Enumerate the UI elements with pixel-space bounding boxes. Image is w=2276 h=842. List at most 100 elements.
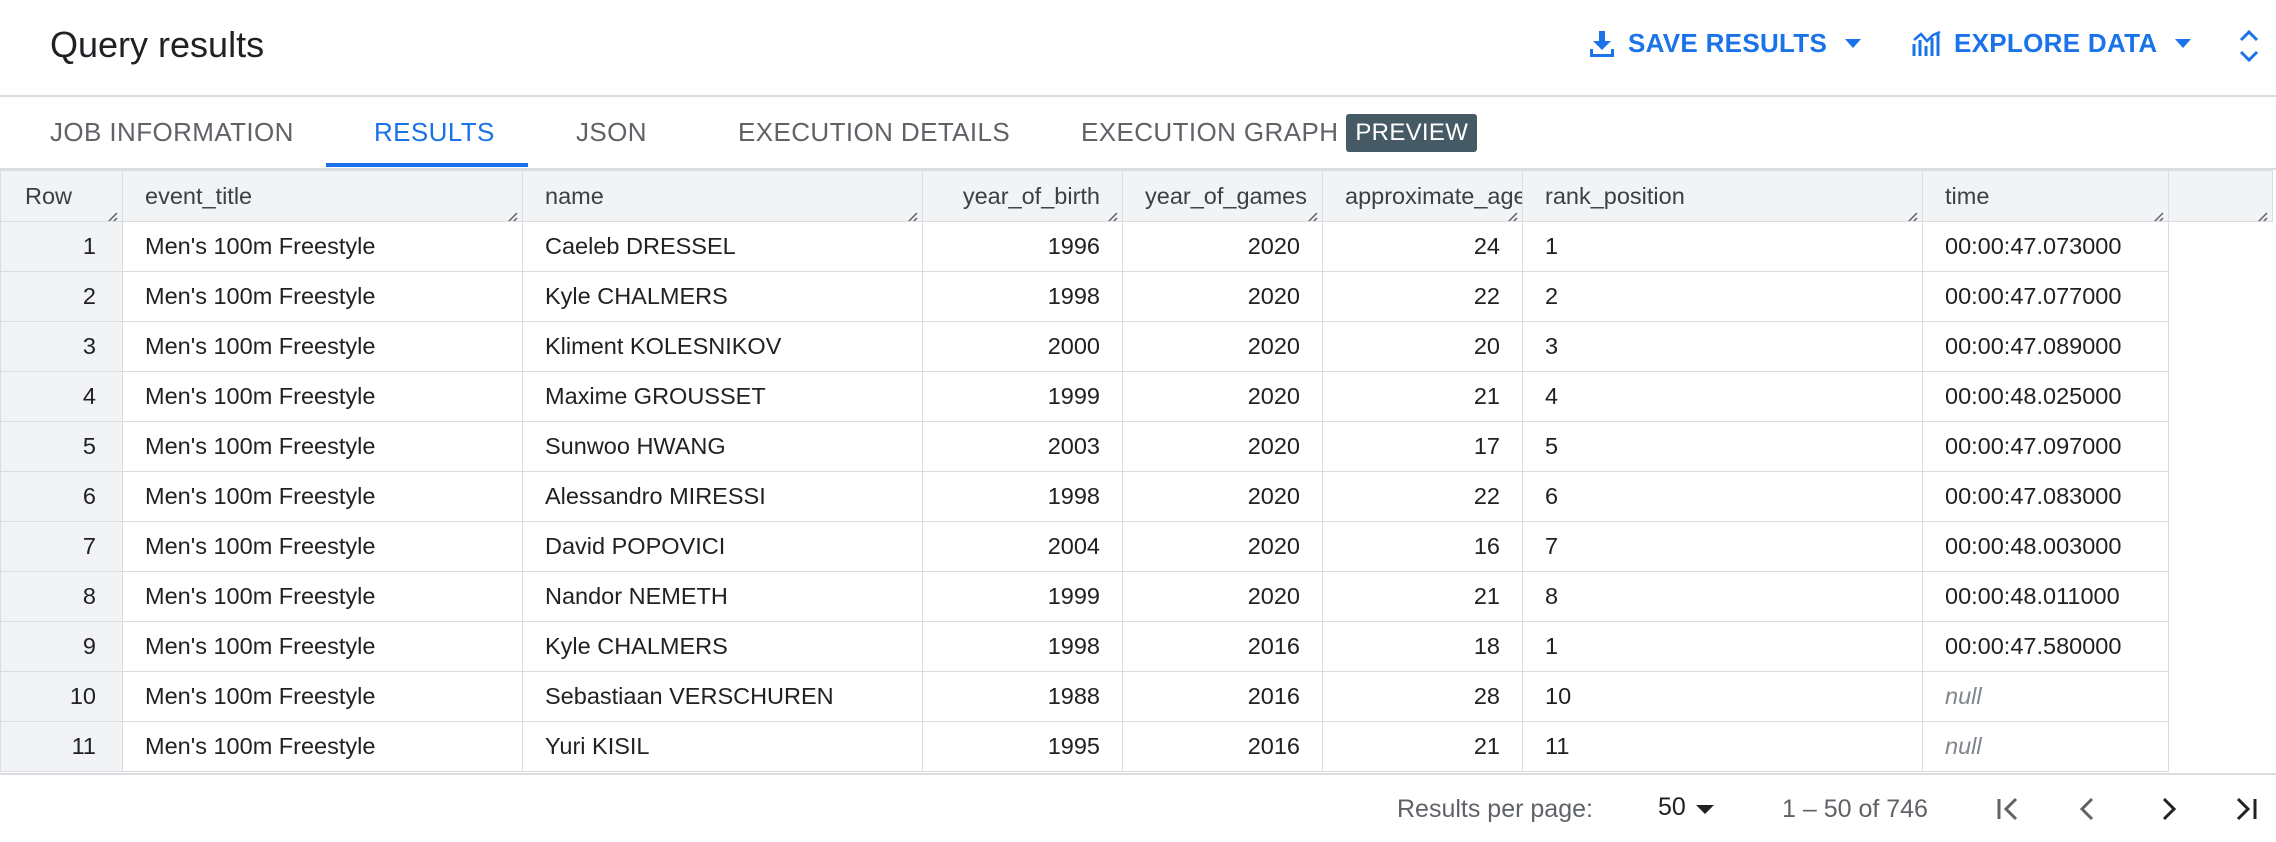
cell-year-of-games[interactable]: 2020 [1122,371,1323,422]
cell-name[interactable]: Kliment KOLESNIKOV [522,321,923,372]
cell-year-of-games[interactable]: 2016 [1122,621,1323,672]
cell-name[interactable]: Kyle CHALMERS [522,621,923,672]
cell-time[interactable]: 00:00:48.011000 [1922,571,2169,622]
cell-event-title[interactable]: Men's 100m Freestyle [122,721,523,772]
cell-rank-position[interactable]: 2 [1522,271,1923,322]
cell-year-of-birth[interactable]: 1996 [922,221,1123,272]
table-row[interactable]: 9 Men's 100m Freestyle Kyle CHALMERS 1998 20… [0,621,2273,672]
table-row[interactable]: 11 Men's 100m Freestyle Yuri KISIL 1995 2016… [0,721,2273,772]
cell-approximate-age[interactable]: 22 [1322,471,1523,522]
cell-time[interactable]: null [1922,721,2169,772]
cell-year-of-games[interactable]: 2020 [1122,271,1323,322]
cell-row[interactable]: 11 [0,721,123,772]
cell-approximate-age[interactable]: 20 [1322,321,1523,372]
save-results-button[interactable]: SAVE RESULTS [1588,28,1862,59]
table-row[interactable]: 7 Men's 100m Freestyle David POPOVICI 2004 2… [0,521,2273,572]
cell-event-title[interactable]: Men's 100m Freestyle [122,371,523,422]
cell-row[interactable]: 5 [0,421,123,472]
prev-page-icon[interactable] [2068,789,2108,829]
cell-time[interactable]: 00:00:48.003000 [1922,521,2169,572]
cell-year-of-games[interactable]: 2016 [1122,671,1323,722]
results-per-page-select[interactable]: 50 [1658,793,1714,822]
column-header-approximate-age[interactable]: approximate_age [1322,170,1523,222]
column-header-event-title[interactable]: event_title [122,170,523,222]
cell-time[interactable]: 00:00:47.077000 [1922,271,2169,322]
cell-approximate-age[interactable]: 18 [1322,621,1523,672]
table-row[interactable]: 6 Men's 100m Freestyle Alessandro MIRESSI 1… [0,471,2273,522]
cell-name[interactable]: Kyle CHALMERS [522,271,923,322]
column-resize-icon[interactable] [2254,203,2268,221]
cell-approximate-age[interactable]: 17 [1322,421,1523,472]
cell-time[interactable]: 00:00:47.089000 [1922,321,2169,372]
cell-name[interactable]: Maxime GROUSSET [522,371,923,422]
cell-year-of-birth[interactable]: 1998 [922,271,1123,322]
tab-results[interactable]: RESULTS [374,97,495,168]
column-resize-icon[interactable] [504,203,518,221]
cell-year-of-games[interactable]: 2020 [1122,421,1323,472]
column-resize-icon[interactable] [2150,203,2164,221]
cell-year-of-games[interactable]: 2020 [1122,521,1323,572]
cell-rank-position[interactable]: 4 [1522,371,1923,422]
cell-year-of-birth[interactable]: 1999 [922,571,1123,622]
last-page-icon[interactable] [2226,789,2266,829]
cell-approximate-age[interactable]: 21 [1322,721,1523,772]
column-resize-icon[interactable] [1504,203,1518,221]
cell-event-title[interactable]: Men's 100m Freestyle [122,271,523,322]
cell-event-title[interactable]: Men's 100m Freestyle [122,471,523,522]
cell-row[interactable]: 4 [0,371,123,422]
cell-event-title[interactable]: Men's 100m Freestyle [122,421,523,472]
cell-year-of-birth[interactable]: 2000 [922,321,1123,372]
cell-name[interactable]: Sunwoo HWANG [522,421,923,472]
cell-year-of-birth[interactable]: 1995 [922,721,1123,772]
table-row[interactable]: 10 Men's 100m Freestyle Sebastiaan VERSCHU… [0,671,2273,722]
column-header-time[interactable]: time [1922,170,2169,222]
column-header-rank-position[interactable]: rank_position [1522,170,1923,222]
cell-row[interactable]: 9 [0,621,123,672]
cell-row[interactable]: 2 [0,271,123,322]
cell-row[interactable]: 7 [0,521,123,572]
cell-name[interactable]: Nandor NEMETH [522,571,923,622]
cell-event-title[interactable]: Men's 100m Freestyle [122,621,523,672]
column-resize-icon[interactable] [104,203,118,221]
cell-year-of-games[interactable]: 2016 [1122,721,1323,772]
cell-approximate-age[interactable]: 21 [1322,371,1523,422]
explore-data-button[interactable]: EXPLORE DATA [1912,28,2192,59]
cell-approximate-age[interactable]: 22 [1322,271,1523,322]
table-row[interactable]: 8 Men's 100m Freestyle Nandor NEMETH 1999 20… [0,571,2273,622]
cell-rank-position[interactable]: 7 [1522,521,1923,572]
cell-year-of-games[interactable]: 2020 [1122,321,1323,372]
cell-time[interactable]: 00:00:47.097000 [1922,421,2169,472]
cell-year-of-games[interactable]: 2020 [1122,221,1323,272]
cell-time[interactable]: 00:00:47.580000 [1922,621,2169,672]
cell-event-title[interactable]: Men's 100m Freestyle [122,521,523,572]
column-resize-icon[interactable] [1304,203,1318,221]
cell-rank-position[interactable]: 1 [1522,221,1923,272]
cell-name[interactable]: Yuri KISIL [522,721,923,772]
column-header-year-of-games[interactable]: year_of_games [1122,170,1323,222]
first-page-icon[interactable] [1988,789,2028,829]
cell-row[interactable]: 1 [0,221,123,272]
cell-time[interactable]: 00:00:47.073000 [1922,221,2169,272]
column-header-row[interactable]: Row [0,170,123,222]
cell-row[interactable]: 10 [0,671,123,722]
cell-approximate-age[interactable]: 16 [1322,521,1523,572]
cell-time[interactable]: 00:00:48.025000 [1922,371,2169,422]
unfold-icon[interactable] [2238,28,2260,69]
column-resize-icon[interactable] [904,203,918,221]
cell-row[interactable]: 8 [0,571,123,622]
cell-name[interactable]: Sebastiaan VERSCHUREN [522,671,923,722]
tab-execution-details[interactable]: EXECUTION DETAILS [738,97,1010,168]
cell-time[interactable]: null [1922,671,2169,722]
cell-year-of-games[interactable]: 2020 [1122,471,1323,522]
cell-event-title[interactable]: Men's 100m Freestyle [122,321,523,372]
table-row[interactable]: 1 Men's 100m Freestyle Caeleb DRESSEL 1996 2… [0,221,2273,272]
cell-year-of-birth[interactable]: 2003 [922,421,1123,472]
column-header-name[interactable]: name [522,170,923,222]
cell-time[interactable]: 00:00:47.083000 [1922,471,2169,522]
cell-approximate-age[interactable]: 21 [1322,571,1523,622]
cell-event-title[interactable]: Men's 100m Freestyle [122,571,523,622]
cell-rank-position[interactable]: 6 [1522,471,1923,522]
cell-rank-position[interactable]: 11 [1522,721,1923,772]
cell-year-of-birth[interactable]: 1999 [922,371,1123,422]
cell-event-title[interactable]: Men's 100m Freestyle [122,671,523,722]
